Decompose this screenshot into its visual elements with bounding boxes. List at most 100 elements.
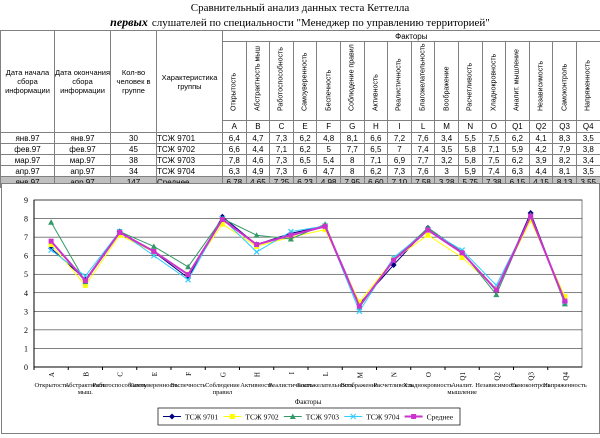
factor-name-label: Аналит. мышление: [514, 49, 521, 111]
table-cell-value: 4,1: [529, 133, 553, 144]
factor-name-label: Реалистичность: [396, 58, 403, 111]
line-chart: 0123456789AОткрытостьBАбстрактностьмыш.C…: [2, 184, 599, 433]
factor-name-c: Работоспособность: [270, 42, 294, 121]
header-count: Кол-во человек в группе: [111, 31, 157, 133]
factor-name-label: Абстрактность мыш: [254, 46, 261, 111]
table-cell-value: 3,4: [435, 133, 459, 144]
table-cell-value: 6,6: [223, 144, 247, 155]
y-tick-label: 6: [24, 252, 28, 261]
data-point: [83, 278, 88, 283]
factor-name-label: Соблюдение правил: [349, 44, 356, 111]
factor-code-cell: Q1: [506, 121, 530, 133]
data-point: [288, 233, 293, 238]
table-cell-value: 3,4: [576, 155, 600, 166]
y-tick-label: 9: [24, 196, 28, 205]
table-cell-value: 6: [293, 166, 317, 177]
x-sublabel: мышление: [447, 389, 477, 396]
table-cell-start: апр.97: [1, 166, 55, 177]
table-cell-group: ТСЖ 9704: [157, 166, 223, 177]
data-table: Дата начала сбора информации Дата оконча…: [0, 30, 600, 188]
table-cell-value: 6,3: [223, 166, 247, 177]
legend-marker: [411, 414, 416, 419]
table-cell-value: 8: [340, 155, 364, 166]
x-tick-label: Q2: [493, 372, 501, 381]
table-cell-value: 7,6: [411, 133, 435, 144]
table-cell-value: 4,8: [317, 133, 341, 144]
legend-label: Среднее: [427, 413, 454, 422]
y-tick-label: 2: [24, 326, 28, 335]
subtitle-rest: слушателей по специальности "Менеджер по…: [152, 17, 490, 29]
table-cell-value: 6,3: [506, 166, 530, 177]
subtitle-bold: первых: [110, 15, 148, 29]
factor-code-cell: N: [458, 121, 482, 133]
table-cell-start: мар.97: [1, 155, 55, 166]
factor-name-n: Расчетливость: [458, 42, 482, 121]
factor-name-h: Активность: [364, 42, 388, 121]
factor-name-f: Беспечность: [317, 42, 341, 121]
x-sublabel: Соблюдение: [205, 382, 240, 389]
table-cell-value: 7,3: [270, 155, 294, 166]
factor-name-q2: Независимость: [529, 42, 553, 121]
factor-name-q4: Напряженность: [576, 42, 600, 121]
table-cell-value: 7: [388, 144, 412, 155]
factor-name-label: Самоуверенность: [302, 53, 309, 111]
data-point: [49, 239, 54, 244]
x-tick-label: C: [117, 372, 125, 377]
factor-name-label: Независимость: [538, 61, 545, 111]
x-sublabel: правил: [213, 389, 233, 396]
table-cell-count: 38: [111, 155, 157, 166]
data-point: [220, 217, 225, 222]
header-factors: Факторы: [223, 31, 600, 42]
table-cell-count: 30: [111, 133, 157, 144]
table-cell-value: 6,2: [506, 155, 530, 166]
table-cell-start: фев.97: [1, 144, 55, 155]
legend-label: ТСЖ 9703: [306, 413, 339, 422]
table-cell-value: 6,2: [364, 166, 388, 177]
header-start-date: Дата начала сбора информации: [1, 31, 55, 133]
legend-label: ТСЖ 9702: [245, 413, 278, 422]
data-point: [425, 228, 430, 233]
y-tick-label: 0: [24, 363, 28, 372]
factor-code-cell: H: [364, 121, 388, 133]
factor-code-cell: M: [435, 121, 459, 133]
table-cell-end: фев.97: [55, 144, 111, 155]
factor-code-cell: Q2: [529, 121, 553, 133]
x-tick-label: Q3: [528, 372, 536, 381]
factor-name-label: Воображение: [443, 67, 450, 112]
x-sublabel: Открытость: [35, 382, 68, 389]
x-sublabel: Воображение: [341, 382, 379, 389]
table-cell-value: 8,2: [553, 155, 577, 166]
factor-code-cell: O: [482, 121, 506, 133]
factor-code-cell: L: [411, 121, 435, 133]
factor-code-cell: B: [246, 121, 270, 133]
factor-code-cell: C: [270, 121, 294, 133]
x-sublabel: Аналит.: [451, 382, 473, 389]
table-cell-value: 5,4: [317, 155, 341, 166]
factor-code-cell: E: [293, 121, 317, 133]
table-cell-end: апр.97: [55, 166, 111, 177]
factor-name-i: Реалистичность: [388, 42, 412, 121]
factor-name-label: Расчетливость: [467, 63, 474, 111]
data-point: [562, 299, 567, 304]
x-tick-label: F: [185, 372, 193, 376]
table-cell-value: 4,7: [246, 133, 270, 144]
table-cell-value: 8,1: [553, 166, 577, 177]
legend-marker: [230, 414, 235, 419]
x-axis-title: Факторы: [295, 398, 322, 406]
table-cell-value: 7,3: [270, 133, 294, 144]
x-sublabel: Напряженность: [543, 382, 587, 389]
x-sublabel: Хладнокровность: [403, 382, 452, 389]
x-sublabel: Беспечность: [171, 382, 206, 389]
x-tick-label: Q4: [562, 372, 570, 381]
y-tick-label: 4: [24, 289, 28, 298]
table-cell-count: 45: [111, 144, 157, 155]
table-cell-value: 6,9: [388, 155, 412, 166]
factor-name-label: Благожелательность: [420, 43, 427, 111]
table-cell-value: 4,4: [246, 144, 270, 155]
table-cell-value: 8,3: [553, 133, 577, 144]
table-cell-value: 7,5: [482, 155, 506, 166]
header-end-date: Дата окончания сбора информации: [55, 31, 111, 133]
data-point: [391, 258, 396, 263]
